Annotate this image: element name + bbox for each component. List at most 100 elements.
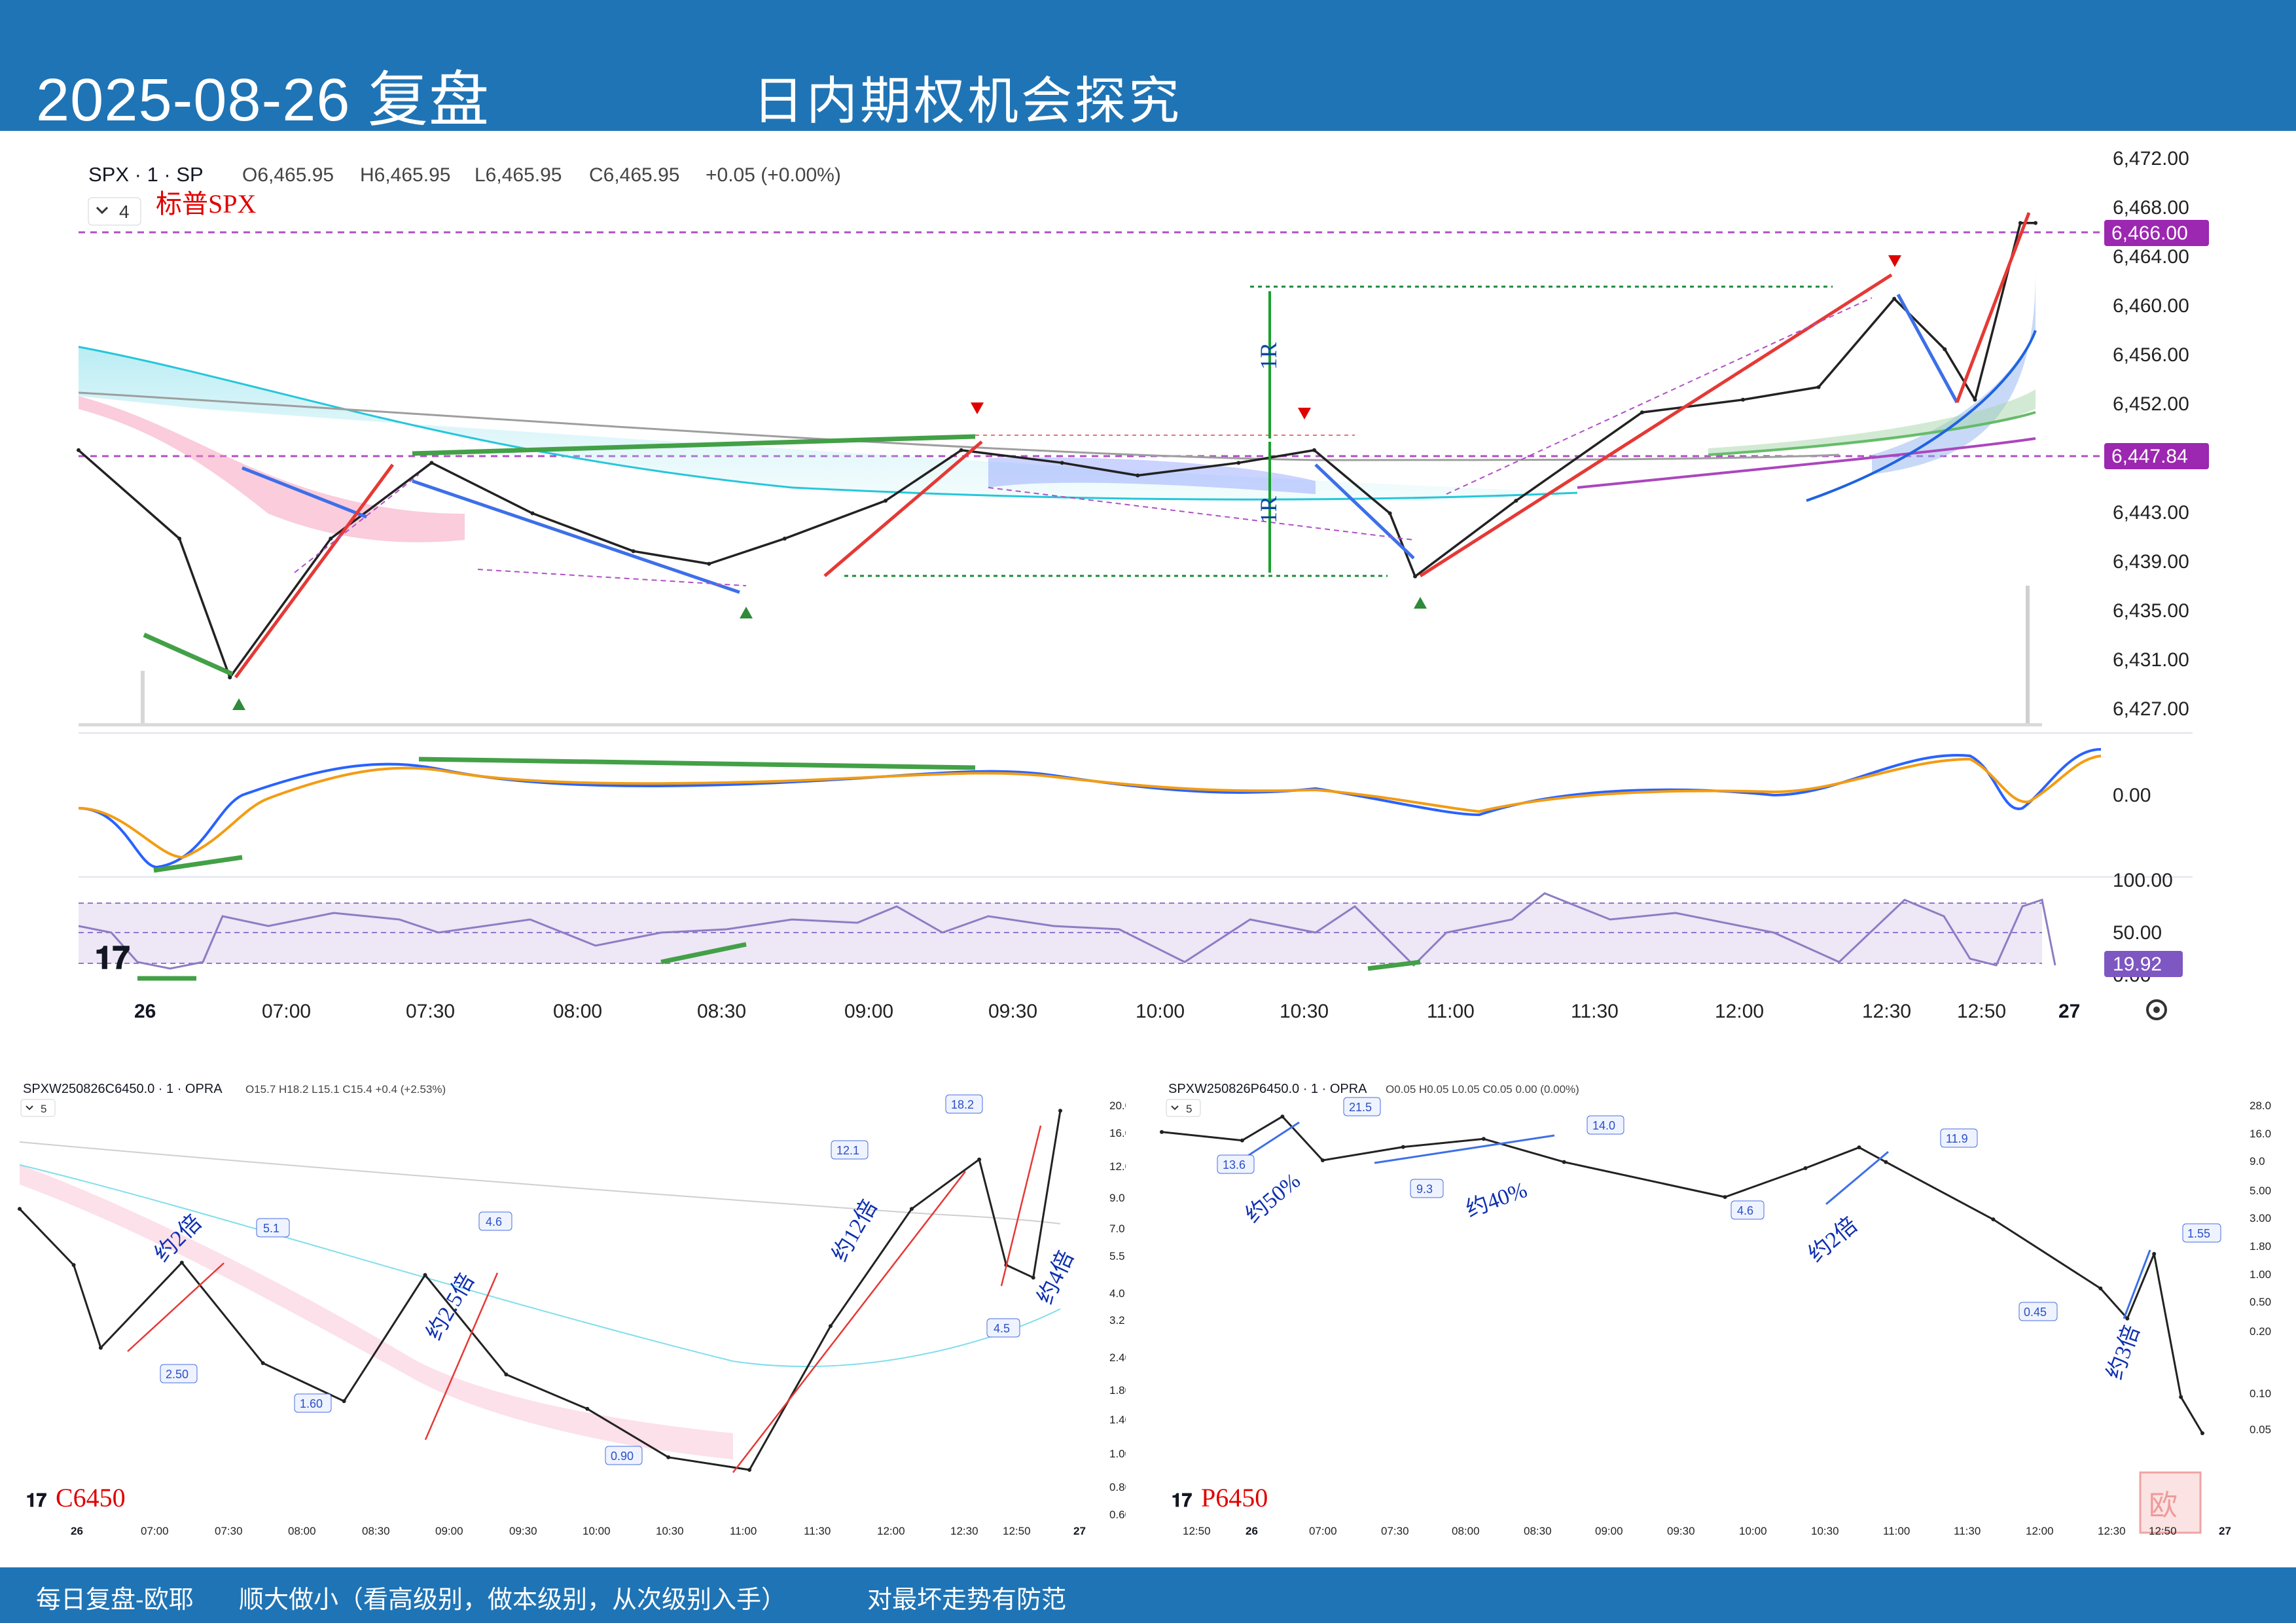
spx-price-point (429, 461, 434, 465)
call-x-tick: 11:00 (730, 1525, 757, 1537)
put-price-label-text: 21.5 (1349, 1101, 1372, 1114)
put-up-arrow (1374, 1134, 1555, 1164)
ema-green-line (1708, 411, 2036, 456)
put-y-tick: 3.00 (2250, 1212, 2271, 1224)
call-x-tick: 12:30 (950, 1525, 978, 1537)
time-tick: 09:30 (988, 1001, 1037, 1022)
call-x-tick: 12:50 (1003, 1525, 1031, 1537)
put-price-label: 11.9 (1940, 1128, 1978, 1148)
buy-triangle-icon (1414, 597, 1427, 609)
put-option-chart[interactable]: SPXW250826P6450.0 · 1 · OPRA O0.05 H0.05… (1155, 1067, 2281, 1551)
spx-main-chart[interactable]: SPX · 1 · SP O6,465.95 H6,465.95 L6,465.… (72, 147, 2225, 1037)
call-price-point (666, 1455, 671, 1459)
call-y-tick: 0.80 (1109, 1481, 1126, 1493)
spx-price-point (1892, 296, 1897, 301)
put-x-tick: 09:30 (1667, 1525, 1695, 1537)
put-price-point (1240, 1138, 1244, 1143)
call-x-tick: 08:00 (288, 1525, 316, 1537)
put-multiple: 约40% (1463, 1177, 1531, 1222)
put-multiple: 约3倍 (2102, 1322, 2145, 1383)
spx-price-point (1943, 347, 1947, 351)
call-y-tick: 1.40 (1109, 1414, 1126, 1426)
price-tick: 6,452.00 (2113, 393, 2189, 415)
spx-price-point (782, 537, 787, 541)
put-price-series (1161, 1115, 2204, 1434)
down-trend-arrow (412, 479, 740, 594)
call-price-point (829, 1324, 833, 1329)
call-price-point (585, 1406, 590, 1411)
call-y-tick: 2.40 (1109, 1351, 1126, 1364)
ohlc-low: L6,465.95 (475, 164, 562, 186)
rsi-axis-label: 50.00 (2113, 922, 2162, 944)
price-tick: 6,472.00 (2113, 148, 2189, 169)
call-ema-line (19, 1164, 1061, 1368)
call-x-tick: 10:00 (583, 1525, 611, 1537)
up-trend-arrow (234, 463, 395, 679)
volume-baseline (79, 723, 2042, 726)
ohlc-high: H6,465.95 (360, 164, 450, 186)
call-y-tick: 0.60 (1109, 1508, 1126, 1521)
ema-blue-line (1806, 330, 2037, 502)
call-price-label-text: 5.1 (263, 1222, 279, 1235)
call-title: SPXW250826C6450.0 · 1 · OPRA (23, 1082, 223, 1096)
divergence-line (412, 434, 976, 456)
price-tick: 6,456.00 (2113, 344, 2189, 366)
up-trend-arrow (1955, 212, 2031, 403)
put-x-tick: 27 (2219, 1525, 2231, 1537)
spx-price-point (1388, 511, 1392, 516)
call-price-point (1031, 1275, 1035, 1280)
call-multiple: 约12倍 (827, 1196, 882, 1266)
review-subtitle: 日内期权机会探究 (753, 72, 1183, 130)
call-price-label-text: 4.5 (994, 1322, 1010, 1335)
macd-divergence-line (418, 757, 976, 770)
ema-cloud-green (1708, 389, 2036, 455)
call-y-tick: 5.5 (1109, 1250, 1125, 1262)
time-tick: 12:30 (1862, 1001, 1911, 1022)
macd-divergence-line (153, 855, 243, 873)
spx-price-series (77, 221, 2036, 679)
call-price-label: 5.1 (256, 1218, 290, 1238)
call-x-tick: 27 (1073, 1525, 1086, 1537)
call-y-tick: 4.0 (1109, 1287, 1125, 1300)
spx-price-point (329, 537, 333, 541)
spx-price-point (707, 562, 711, 566)
spx-price-point (77, 448, 81, 452)
put-y-tick: 5.00 (2250, 1185, 2271, 1197)
ema-purple-line (1577, 437, 2036, 489)
time-tick: 11:00 (1427, 1001, 1475, 1022)
spx-price-point (1514, 499, 1518, 503)
call-price-point (71, 1263, 76, 1267)
ohlc-close: C6,465.95 (589, 164, 679, 186)
tradingview-logo-icon: 𝟏𝟕 (26, 1490, 47, 1510)
put-x-tick: 12:50 (1183, 1525, 1211, 1537)
put-price-label-text: 0.45 (2024, 1306, 2047, 1319)
rsi-value: 19.92 (2113, 954, 2162, 975)
spx-price-point (1973, 397, 1977, 402)
put-y-tick: 9.0 (2250, 1155, 2265, 1168)
call-price-label: 4.5 (986, 1318, 1020, 1338)
indicator-toggle-button[interactable]: 4 (88, 197, 141, 226)
put-x-tick: 12:30 (2098, 1525, 2126, 1537)
price-tag-6447: 6,447.84 (2104, 443, 2209, 469)
call-indicator-toggle[interactable]: 5 (20, 1099, 56, 1117)
rsi-line (78, 892, 2056, 970)
put-indicator-toggle[interactable]: 5 (1166, 1099, 1201, 1117)
sell-triangle-icon (971, 402, 984, 414)
price-tick: 6,439.00 (2113, 551, 2189, 573)
footer-right: 对最坏走势有防范 (867, 1586, 1067, 1614)
call-price-label-text: 18.2 (951, 1098, 974, 1111)
settings-gear-icon[interactable] (2146, 999, 2167, 1020)
time-tick: 11:30 (1571, 1001, 1619, 1022)
call-x-tick: 07:30 (215, 1525, 243, 1537)
risk-label: 1R (1255, 342, 1282, 370)
time-tick: 12:50 (1957, 1001, 2006, 1022)
call-price-point (342, 1399, 346, 1403)
call-indicator-count: 5 (41, 1103, 46, 1115)
put-price-label: 4.6 (1731, 1200, 1765, 1220)
put-price-point (1857, 1145, 1861, 1150)
call-option-chart[interactable]: SPXW250826C6450.0 · 1 · OPRA O15.7 H18.2… (13, 1067, 1126, 1551)
rsi-axis-label: 100.00 (2113, 870, 2173, 891)
call-y-tick: 1.80 (1109, 1384, 1126, 1397)
spx-price-point (228, 675, 232, 680)
put-x-tick: 08:00 (1452, 1525, 1480, 1537)
